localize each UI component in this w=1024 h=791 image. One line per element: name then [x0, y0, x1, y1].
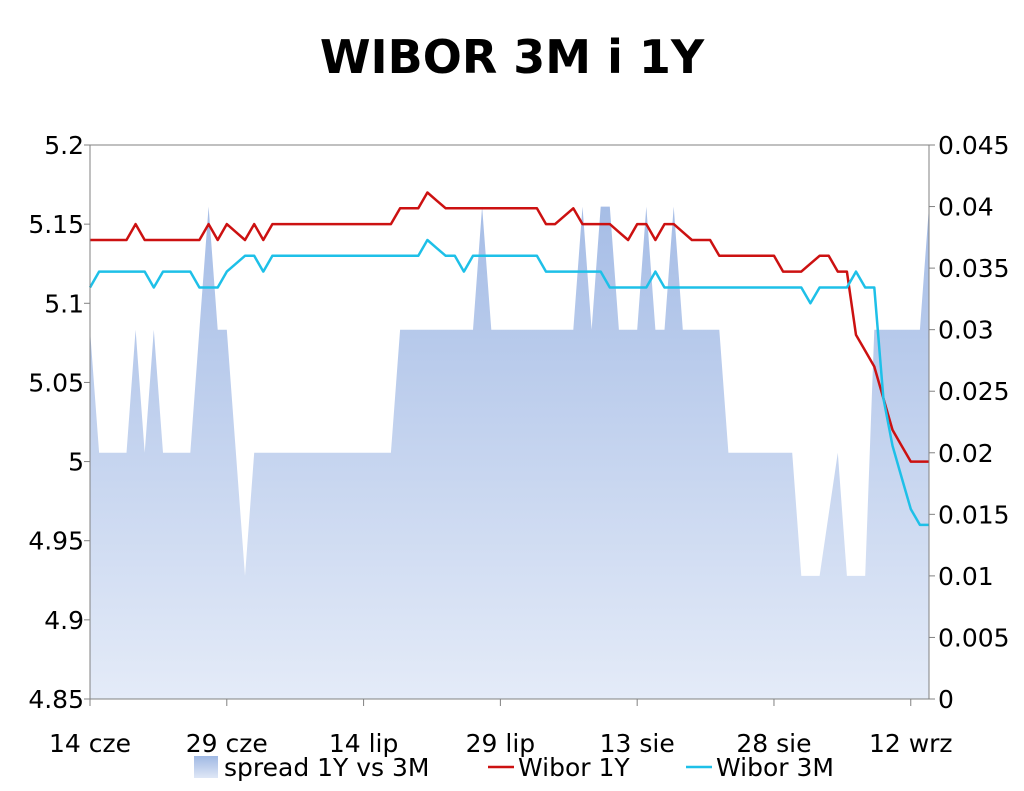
y-right-tick-label: 0.02 — [938, 439, 994, 468]
y-right-tick-label: 0.025 — [938, 377, 1010, 406]
y-right-tick-label: 0.005 — [938, 623, 1010, 652]
y-right-tick-label: 0 — [938, 685, 954, 714]
legend-item-wibor-1y: Wibor 1Y — [488, 753, 630, 782]
x-tick-label: 29 lip — [466, 729, 536, 758]
legend-label: spread 1Y vs 3M — [224, 753, 430, 782]
chart-title: WIBOR 3M i 1Y — [319, 30, 705, 84]
y-left-tick-label: 4.9 — [44, 606, 84, 635]
x-tick-label: 28 sie — [736, 729, 811, 758]
y-right-tick-label: 0.045 — [938, 131, 1010, 160]
x-tick-label: 29 cze — [186, 729, 268, 758]
x-tick-label: 14 lip — [329, 729, 399, 758]
series-area-spread — [90, 206, 929, 699]
y-left-tick-label: 5.15 — [28, 210, 84, 239]
y-left-tick-label: 5 — [68, 448, 84, 477]
legend: spread 1Y vs 3M Wibor 1Y Wibor 3M — [194, 753, 834, 782]
series-line-wibor-3m — [88, 238, 929, 527]
x-tick-label: 12 wrz — [869, 729, 953, 758]
y-left-tick-label: 4.85 — [28, 685, 84, 714]
y-left-tick-label: 4.95 — [28, 527, 84, 556]
y-right-tick-label: 0.01 — [938, 562, 994, 591]
y-left-tick-label: 5.1 — [44, 289, 84, 318]
axes-layer: 4.85 4.9 4.95 5 5.05 5.1 5.15 5.2 0 0.005 0.01 0.01… — [28, 131, 1009, 758]
y-right-tick-label: 0.015 — [938, 500, 1010, 529]
series-line-wibor-1y — [90, 191, 929, 463]
legend-label: Wibor 1Y — [518, 753, 630, 782]
x-tick-label: 13 sie — [600, 729, 675, 758]
legend-swatch — [194, 756, 218, 778]
y-right-tick-label: 0.03 — [938, 316, 994, 345]
y-right-tick-label: 0.035 — [938, 254, 1010, 283]
legend-item-wibor-3m: Wibor 3M — [686, 753, 834, 782]
y-left-tick-label: 5.2 — [44, 131, 84, 160]
x-tick-label: 14 cze — [49, 729, 131, 758]
series-layer — [88, 191, 929, 699]
legend-item-spread-1y-vs-3m: spread 1Y vs 3M — [194, 753, 430, 782]
y-right-tick-label: 0.04 — [938, 193, 994, 222]
legend-label: Wibor 3M — [716, 753, 834, 782]
y-left-tick-label: 5.05 — [28, 368, 84, 397]
